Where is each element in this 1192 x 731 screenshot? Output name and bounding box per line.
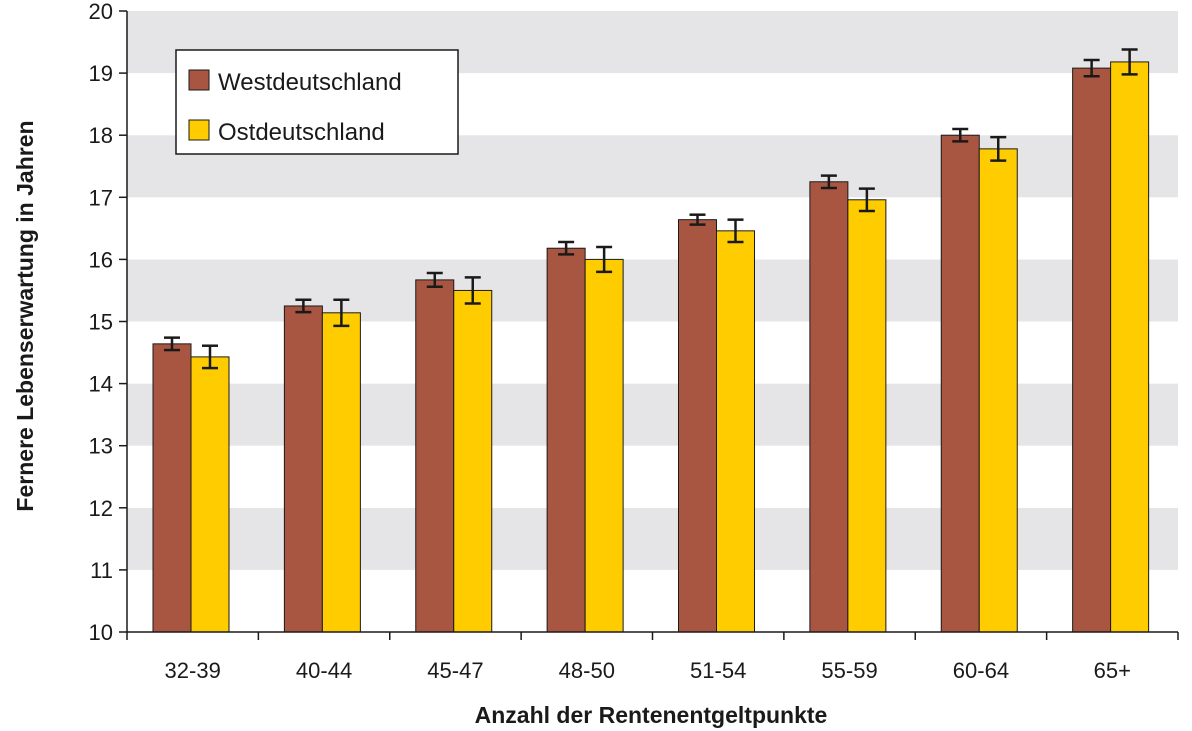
bar-westdeutschland-51-54 xyxy=(678,219,717,633)
bar-ostdeutschland-65 xyxy=(1110,61,1150,633)
x-tick-label: 48-50 xyxy=(559,658,615,683)
legend-box xyxy=(175,49,459,155)
legend: Westdeutschland Ostdeutschland xyxy=(175,49,459,155)
bar-ostdeutschland-60-64 xyxy=(978,148,1018,633)
error-bar-ostdeutschland-45-47 xyxy=(464,276,481,305)
bar-westdeutschland-32-39 xyxy=(152,343,192,633)
legend-label-westdeutschland: Westdeutschland xyxy=(218,69,402,96)
error-bar-ostdeutschland-51-54 xyxy=(727,218,744,244)
bar-ostdeutschland-32-39 xyxy=(190,356,230,633)
x-tick-label: 60-64 xyxy=(953,658,1009,683)
error-bars xyxy=(164,48,1138,370)
y-tick-label: 16 xyxy=(89,247,113,272)
bar-westdeutschland-48-50 xyxy=(546,247,586,633)
y-tick-label: 15 xyxy=(89,310,113,335)
error-bar-ostdeutschland-65 xyxy=(1121,48,1138,76)
error-bar-westdeutschland-32-39 xyxy=(164,336,180,352)
y-axis-title: Fernere Lebenserwartung in Jahren xyxy=(12,120,38,511)
bar-westdeutschland-60-64 xyxy=(940,134,980,633)
error-bar-westdeutschland-40-44 xyxy=(295,298,312,314)
bar-westdeutschland-65 xyxy=(1072,67,1112,633)
y-tick-label: 20 xyxy=(89,0,113,24)
bar-ostdeutschland-45-47 xyxy=(453,289,493,633)
bar-ostdeutschland-48-50 xyxy=(584,258,624,633)
error-bar-westdeutschland-65 xyxy=(1083,58,1100,78)
y-tick-label: 10 xyxy=(89,620,113,645)
x-tick-label: 32-39 xyxy=(165,658,221,683)
bar-ostdeutschland-51-54 xyxy=(716,230,755,633)
error-bar-ostdeutschland-55-59 xyxy=(858,187,875,213)
x-tick-label: 45-47 xyxy=(427,658,483,683)
grid-band xyxy=(127,197,1178,260)
y-tick-label: 18 xyxy=(89,123,113,148)
x-tick-label: 40-44 xyxy=(296,658,352,683)
x-tick-label: 55-59 xyxy=(821,658,877,683)
y-tick-label: 19 xyxy=(89,61,113,86)
y-tick-labels: 10 11 12 13 14 15 16 17 18 19 20 xyxy=(89,0,113,645)
bar-westdeutschland-40-44 xyxy=(283,305,323,633)
error-bar-westdeutschland-48-50 xyxy=(558,240,575,256)
error-bar-westdeutschland-60-64 xyxy=(952,127,969,143)
y-tick-label: 11 xyxy=(90,558,113,583)
axes xyxy=(119,10,1179,640)
bar-westdeutschland-55-59 xyxy=(809,181,849,633)
error-bar-ostdeutschland-60-64 xyxy=(990,135,1007,162)
y-tick-label: 17 xyxy=(89,185,113,210)
y-tick-label: 13 xyxy=(89,434,113,459)
legend-swatch-westdeutschland xyxy=(188,69,210,91)
bars xyxy=(152,61,1150,633)
error-bar-westdeutschland-45-47 xyxy=(426,271,443,288)
x-tick-labels: 32-39 40-44 45-47 48-50 51-54 55-59 60-64 65+ xyxy=(165,658,1131,683)
bar-ostdeutschland-55-59 xyxy=(847,199,887,633)
legend-label-ostdeutschland: Ostdeutschland xyxy=(218,119,385,146)
x-tick-label: 51-54 xyxy=(690,658,746,683)
legend-swatch-ostdeutschland xyxy=(188,119,210,141)
error-bar-ostdeutschland-40-44 xyxy=(333,298,350,328)
y-tick-label: 12 xyxy=(89,496,113,521)
x-axis-title: Anzahl der Rentenentgeltpunkte xyxy=(475,702,828,728)
y-tick-label: 14 xyxy=(89,372,113,397)
error-bar-westdeutschland-51-54 xyxy=(689,213,706,226)
error-bar-westdeutschland-55-59 xyxy=(820,174,837,190)
error-bar-ostdeutschland-48-50 xyxy=(596,245,613,274)
x-tick-label: 65+ xyxy=(1094,658,1131,683)
bar-westdeutschland-45-47 xyxy=(415,279,455,633)
error-bar-ostdeutschland-32-39 xyxy=(202,344,218,370)
bar-ostdeutschland-40-44 xyxy=(321,312,361,633)
